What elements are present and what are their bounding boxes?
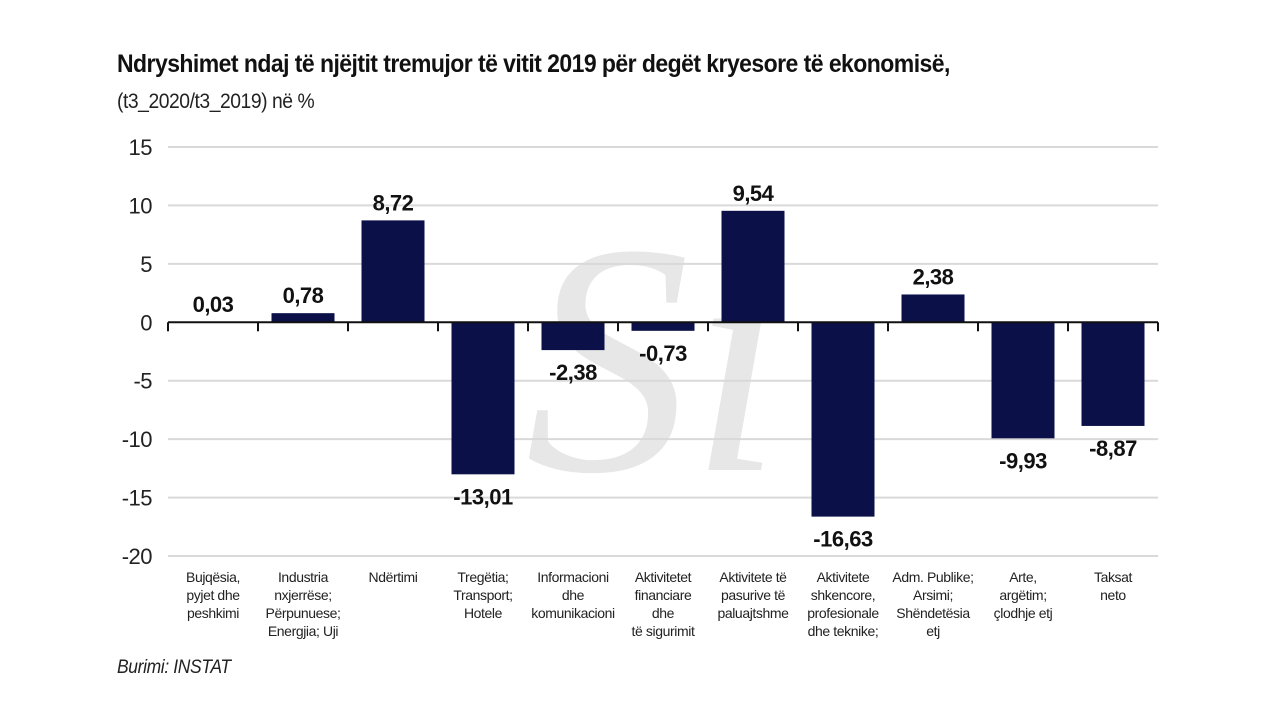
- category-label-line: pyjet dhe: [186, 587, 240, 603]
- category-label-line: Aktivitete: [817, 569, 870, 585]
- category-label: Aktivitete shkencore, profesionale dhe tekn…: [807, 569, 879, 639]
- category-label-line: dhe teknike;: [808, 623, 879, 639]
- bar: [991, 322, 1055, 439]
- category-label-line: komunikacioni: [531, 605, 615, 621]
- category-label-line: të sigurimit: [632, 623, 695, 639]
- bar: [631, 322, 695, 331]
- category-label: Industria nxjerrëse; Përpunuese; Energjia; …: [266, 569, 341, 639]
- category-label-line: profesionale: [807, 605, 879, 621]
- category-label-line: Transport;: [453, 587, 512, 603]
- data-label: 0,03: [193, 292, 234, 317]
- category-label-line: Arsimi;: [913, 587, 953, 603]
- y-tick-label: 5: [140, 252, 152, 277]
- data-label: 9,54: [733, 181, 775, 206]
- category-label: Taksat neto: [1094, 569, 1133, 603]
- category-label-line: argëtim;: [999, 587, 1046, 603]
- data-label: 8,72: [373, 190, 414, 215]
- y-tick-label: -15: [122, 486, 153, 511]
- y-tick-label: -20: [122, 544, 153, 569]
- bar: [361, 220, 425, 323]
- bar: [271, 313, 335, 323]
- category-label: Adm. Publike; Arsimi; Shëndetësia etj: [892, 569, 973, 639]
- bar: [541, 322, 605, 351]
- category-label: Bujqësia, pyjet dhe peshkimi: [186, 569, 240, 621]
- category-label: Aktivitete të pasurive të paluajtshme: [717, 569, 789, 621]
- category-label-line: çlodhje etj: [994, 605, 1053, 621]
- bar: [811, 322, 875, 517]
- category-label-line: dhe: [562, 587, 585, 603]
- chart-title: Ndryshimet ndaj të njëjtit tremujor të v…: [117, 50, 950, 78]
- category-label-line: etj: [926, 623, 940, 639]
- category-label: Tregëtia; Transport; Hotele: [453, 569, 512, 621]
- chart-subtitle: (t3_2020/t3_2019) në %: [117, 90, 315, 113]
- bar: [901, 294, 965, 323]
- category-label-line: Ndërtimi: [369, 569, 418, 585]
- data-label: -16,63: [813, 527, 873, 552]
- category-label-line: paluajtshme: [717, 605, 789, 621]
- category-label: Arte, argëtim; çlodhje etj: [994, 569, 1053, 621]
- category-label-line: Tregëtia;: [457, 569, 508, 585]
- category-label-line: Industria: [278, 569, 329, 585]
- data-label: -2,38: [549, 360, 597, 385]
- category-label-line: Informacioni: [537, 569, 609, 585]
- category-label-line: Hotele: [464, 605, 503, 621]
- category-label-line: Arte,: [1009, 569, 1037, 585]
- data-label: -13,01: [453, 484, 513, 509]
- category-label: Ndërtimi: [369, 569, 418, 585]
- category-label: Informacioni dhe komunikacioni: [531, 569, 615, 621]
- category-label-line: Shëndetësia: [896, 605, 970, 621]
- category-label-line: dhe: [652, 605, 675, 621]
- category-label: Aktivitetet financiare dhe të sigurimit: [632, 569, 695, 639]
- category-label-line: shkencore,: [811, 587, 875, 603]
- y-tick-label: -10: [122, 427, 153, 452]
- data-label: 0,78: [283, 283, 324, 308]
- y-tick-label: 0: [140, 310, 152, 335]
- category-label-line: neto: [1100, 587, 1126, 603]
- category-label-line: pasurive të: [721, 587, 786, 603]
- category-label-line: Përpunuese;: [266, 605, 341, 621]
- data-label: -9,93: [999, 448, 1047, 473]
- category-label-line: Aktivitetet: [635, 569, 692, 585]
- category-label-line: Adm. Publike;: [892, 569, 973, 585]
- category-label-line: Bujqësia,: [186, 569, 240, 585]
- source-note: Burimi: INSTAT: [117, 657, 231, 678]
- y-tick-label: 15: [129, 135, 153, 160]
- data-label: 2,38: [913, 264, 954, 289]
- y-tick-label: -5: [133, 369, 152, 394]
- category-label-line: nxjerrëse;: [274, 587, 331, 603]
- category-label-line: Aktivitete të: [719, 569, 787, 585]
- data-label: -0,73: [639, 341, 687, 366]
- bar: [1081, 322, 1145, 426]
- category-label-line: Taksat: [1094, 569, 1133, 585]
- bar: [451, 322, 515, 475]
- y-tick-label: 10: [129, 193, 153, 218]
- category-label-line: Energjia; Uji: [268, 623, 339, 639]
- category-label-line: peshkimi: [187, 605, 239, 621]
- bar: [721, 210, 785, 323]
- category-label-line: financiare: [635, 587, 692, 603]
- data-label: -8,87: [1089, 436, 1137, 461]
